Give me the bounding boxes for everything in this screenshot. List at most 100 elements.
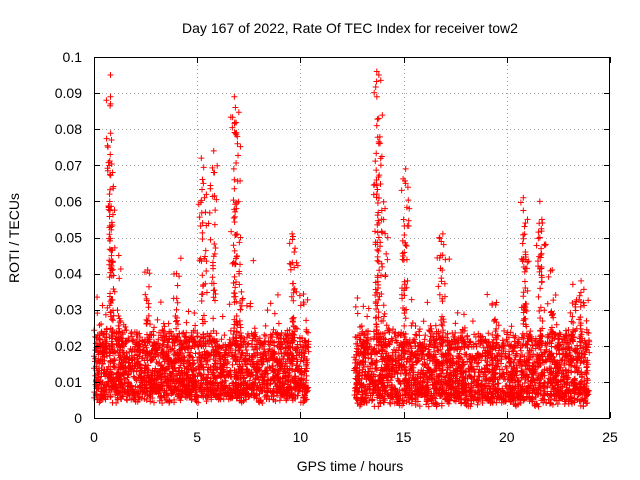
data-point bbox=[261, 346, 268, 353]
data-point bbox=[217, 387, 224, 394]
data-point bbox=[229, 380, 236, 387]
data-point bbox=[152, 365, 159, 372]
data-point bbox=[276, 397, 283, 404]
data-point bbox=[232, 379, 239, 386]
data-point bbox=[141, 346, 148, 353]
data-point bbox=[265, 376, 272, 383]
data-point bbox=[147, 353, 154, 360]
data-point bbox=[126, 348, 133, 355]
data-point bbox=[424, 299, 431, 306]
data-point bbox=[212, 291, 219, 298]
data-point bbox=[102, 311, 109, 318]
data-point bbox=[237, 354, 244, 361]
data-point bbox=[167, 329, 174, 336]
data-point bbox=[372, 315, 379, 322]
data-point bbox=[107, 392, 114, 399]
data-point bbox=[174, 372, 181, 379]
data-point bbox=[271, 367, 278, 374]
data-point bbox=[153, 375, 160, 382]
data-point bbox=[151, 324, 158, 331]
data-point bbox=[285, 373, 292, 380]
data-point bbox=[208, 396, 215, 403]
data-point bbox=[576, 292, 583, 299]
data-point bbox=[286, 356, 293, 363]
data-point bbox=[360, 303, 367, 310]
data-point bbox=[275, 350, 282, 357]
data-point bbox=[116, 354, 123, 361]
data-point bbox=[218, 379, 225, 386]
data-point bbox=[180, 353, 187, 360]
data-point bbox=[262, 322, 269, 329]
data-point bbox=[111, 288, 118, 295]
data-point bbox=[133, 368, 140, 375]
data-point bbox=[111, 364, 118, 371]
data-point bbox=[234, 361, 241, 368]
data-point bbox=[98, 388, 105, 395]
data-point bbox=[94, 294, 101, 301]
data-point bbox=[305, 329, 312, 336]
data-point bbox=[454, 309, 461, 316]
data-point bbox=[255, 376, 262, 383]
data-point bbox=[303, 317, 310, 324]
data-point bbox=[556, 351, 563, 358]
data-point bbox=[192, 350, 199, 357]
data-point bbox=[544, 300, 551, 307]
data-point bbox=[111, 330, 118, 337]
data-point bbox=[257, 397, 264, 404]
data-point bbox=[154, 316, 161, 323]
data-point bbox=[412, 323, 419, 330]
data-point bbox=[141, 357, 148, 364]
data-point bbox=[125, 335, 132, 342]
data-point bbox=[293, 383, 300, 390]
data-point bbox=[296, 363, 303, 370]
data-point bbox=[101, 336, 108, 343]
data-point bbox=[197, 337, 204, 344]
data-point bbox=[469, 318, 476, 325]
data-point bbox=[420, 318, 427, 325]
data-point bbox=[113, 381, 120, 388]
data-point bbox=[149, 355, 156, 362]
data-point bbox=[304, 296, 311, 303]
data-point bbox=[98, 330, 105, 337]
data-points bbox=[91, 68, 593, 410]
data-point bbox=[517, 347, 524, 354]
data-point bbox=[124, 397, 131, 404]
data-point bbox=[99, 302, 106, 309]
data-point bbox=[108, 369, 115, 376]
data-point bbox=[137, 334, 144, 341]
data-point bbox=[303, 326, 310, 333]
data-point bbox=[229, 361, 236, 368]
data-point bbox=[271, 310, 278, 317]
data-point bbox=[553, 321, 560, 328]
data-point bbox=[286, 326, 293, 333]
data-point bbox=[152, 377, 159, 384]
data-point bbox=[583, 317, 590, 324]
data-point bbox=[272, 398, 279, 405]
data-point bbox=[250, 350, 257, 357]
data-point bbox=[182, 334, 189, 341]
data-point bbox=[364, 313, 371, 320]
data-point bbox=[515, 377, 522, 384]
data-point bbox=[372, 365, 379, 372]
data-point bbox=[238, 381, 245, 388]
data-point bbox=[132, 398, 139, 405]
data-point bbox=[194, 333, 201, 340]
data-point bbox=[254, 349, 261, 356]
data-point bbox=[164, 382, 171, 389]
data-point bbox=[94, 310, 101, 317]
data-point bbox=[352, 303, 359, 310]
data-point bbox=[244, 334, 251, 341]
data-point bbox=[206, 356, 213, 363]
data-point bbox=[422, 332, 429, 339]
data-point bbox=[278, 393, 285, 400]
data-point bbox=[205, 367, 212, 374]
data-point bbox=[103, 383, 110, 390]
data-point bbox=[168, 346, 175, 353]
data-point bbox=[96, 322, 103, 329]
data-point bbox=[210, 375, 217, 382]
data-point bbox=[274, 291, 281, 298]
data-point bbox=[508, 323, 515, 330]
data-point bbox=[133, 331, 140, 338]
data-point bbox=[262, 368, 269, 375]
data-point bbox=[110, 363, 117, 370]
